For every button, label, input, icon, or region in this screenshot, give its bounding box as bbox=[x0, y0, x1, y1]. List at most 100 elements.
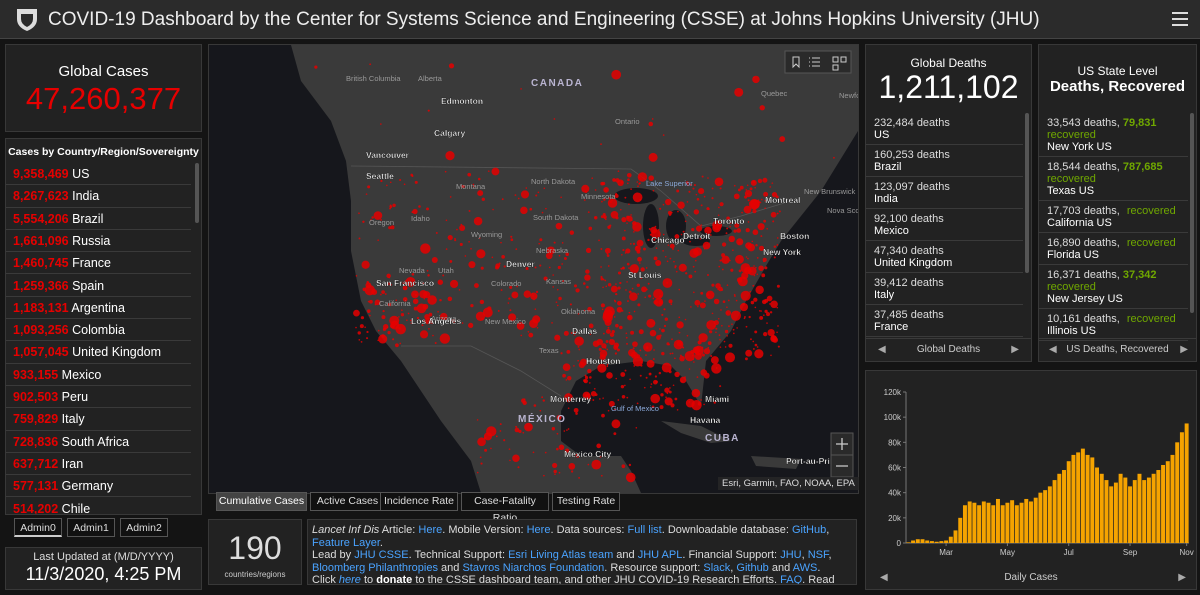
country-row[interactable]: 1,460,745 France bbox=[6, 252, 191, 275]
case-dot bbox=[456, 228, 458, 231]
case-dot bbox=[641, 286, 647, 293]
info-link[interactable]: Full list bbox=[627, 524, 662, 536]
next-arrow[interactable]: ▶ bbox=[1011, 344, 1019, 355]
map-tab[interactable]: Cumulative Cases bbox=[216, 492, 307, 511]
info-link[interactable]: Esri Living Atlas team bbox=[508, 549, 614, 561]
us-row[interactable]: 17,703 deaths, recovered California US bbox=[1039, 201, 1188, 233]
country-row[interactable]: 1,093,256 Colombia bbox=[6, 319, 191, 342]
admin-tab[interactable]: Admin1 bbox=[67, 518, 115, 537]
country-row[interactable]: 1,661,096 Russia bbox=[6, 230, 191, 253]
death-row[interactable]: 160,253 deaths Brazil bbox=[866, 145, 1023, 177]
us-row[interactable]: 10,161 deaths, recovered Illinois US bbox=[1039, 309, 1188, 341]
country-row[interactable]: 9,358,469 US bbox=[6, 163, 191, 186]
prev-arrow[interactable]: ◀ bbox=[1049, 344, 1057, 355]
case-dot bbox=[609, 200, 612, 204]
country-row[interactable]: 1,057,045 United Kingdom bbox=[6, 341, 191, 364]
info-link[interactable]: GitHub bbox=[792, 524, 827, 536]
info-link[interactable]: Github bbox=[736, 561, 769, 574]
case-dot bbox=[419, 330, 429, 339]
death-row[interactable]: 39,412 deaths Italy bbox=[866, 273, 1023, 305]
info-link[interactable]: FAQ bbox=[780, 574, 803, 585]
country-row[interactable]: 514,202 Chile bbox=[6, 498, 191, 515]
prev-arrow[interactable]: ◀ bbox=[880, 572, 888, 583]
case-dot bbox=[614, 300, 617, 303]
case-dot bbox=[702, 241, 711, 250]
admin-tab[interactable]: Admin2 bbox=[120, 518, 168, 537]
country-row[interactable]: 1,183,131 Argentina bbox=[6, 297, 191, 320]
case-dot bbox=[621, 236, 626, 241]
case-dot bbox=[619, 208, 622, 211]
case-dot bbox=[657, 228, 660, 231]
case-dot bbox=[772, 220, 775, 223]
case-dot bbox=[520, 206, 528, 215]
info-link[interactable]: AWS bbox=[792, 561, 818, 574]
case-dot bbox=[662, 278, 673, 288]
info-link[interactable]: Here bbox=[418, 524, 443, 536]
info-link[interactable]: here bbox=[338, 574, 361, 585]
info-link[interactable]: Stavros Niarchos Foundation bbox=[462, 561, 605, 574]
info-link[interactable]: Feature Layer bbox=[312, 536, 380, 549]
country-row[interactable]: 1,259,366 Spain bbox=[6, 275, 191, 297]
info-link[interactable]: Slack bbox=[703, 561, 731, 574]
next-arrow[interactable]: ▶ bbox=[1178, 572, 1186, 583]
info-link[interactable]: Here bbox=[526, 524, 551, 536]
info-link[interactable]: JHU APL bbox=[637, 549, 683, 561]
prev-arrow[interactable]: ◀ bbox=[878, 344, 886, 355]
case-dot bbox=[674, 234, 680, 239]
case-dot bbox=[738, 269, 742, 273]
death-row[interactable]: 37,485 deaths France bbox=[866, 305, 1023, 337]
case-dot bbox=[678, 288, 681, 291]
country-row[interactable]: 728,836 South Africa bbox=[6, 431, 191, 453]
case-dot bbox=[746, 193, 749, 195]
case-dot bbox=[647, 238, 650, 242]
case-dot bbox=[587, 368, 592, 374]
scrollbar[interactable] bbox=[195, 163, 199, 223]
country-row[interactable]: 577,131 Germany bbox=[6, 475, 191, 498]
scrollbar[interactable] bbox=[1190, 113, 1194, 313]
scrollbar[interactable] bbox=[1025, 113, 1029, 273]
case-dot bbox=[555, 222, 563, 230]
info-link[interactable]: JHU CSSE bbox=[354, 549, 409, 561]
death-row[interactable]: 232,484 deaths US bbox=[866, 113, 1023, 145]
map[interactable]: British Columbia Alberta CANADA Edmonton Cal… bbox=[208, 44, 859, 494]
country-row[interactable]: 637,712 Iran bbox=[6, 453, 191, 476]
map-label: Monterrey bbox=[550, 394, 591, 404]
case-dot bbox=[566, 398, 571, 403]
case-dot bbox=[499, 423, 502, 426]
y-tick-label: 100k bbox=[884, 413, 902, 422]
death-row[interactable]: 47,340 deaths United Kingdom bbox=[866, 241, 1023, 273]
case-dot bbox=[605, 339, 609, 343]
case-dot bbox=[604, 279, 607, 282]
island bbox=[751, 456, 801, 469]
us-row[interactable]: 16,371 deaths, 37,342 recovered New Jersey… bbox=[1039, 265, 1188, 309]
case-dot bbox=[364, 284, 375, 296]
admin-tab[interactable]: Admin0 bbox=[14, 518, 62, 537]
country-row[interactable]: 902,503 Peru bbox=[6, 386, 191, 409]
death-row[interactable]: 92,100 deaths Mexico bbox=[866, 209, 1023, 241]
us-row[interactable]: 18,544 deaths, 787,685 recovered Texas US bbox=[1039, 157, 1188, 201]
death-row[interactable]: 123,097 deaths India bbox=[866, 177, 1023, 209]
case-dot bbox=[652, 358, 655, 360]
info-link[interactable]: JHU bbox=[780, 549, 802, 561]
info-link[interactable]: NSF bbox=[807, 549, 829, 561]
country-row[interactable]: 5,554,206 Brazil bbox=[6, 208, 191, 230]
country-row[interactable]: 933,155 Mexico bbox=[6, 364, 191, 386]
case-dot bbox=[677, 249, 680, 252]
case-dot bbox=[677, 201, 685, 209]
menu-button[interactable] bbox=[1170, 11, 1190, 27]
map-tab[interactable]: Active Cases bbox=[310, 492, 385, 511]
bar bbox=[1123, 477, 1128, 543]
map-tab[interactable]: Testing Rate bbox=[552, 492, 620, 511]
us-row[interactable]: 33,543 deaths, 79,831 recovered New York U… bbox=[1039, 113, 1188, 157]
info-link[interactable]: Bloomberg Philanthropies bbox=[312, 561, 438, 574]
map-tab[interactable]: Case-Fatality Ratio bbox=[461, 492, 549, 524]
country-row[interactable]: 8,267,623 India bbox=[6, 185, 191, 208]
case-dot bbox=[384, 293, 387, 295]
map-label: New Brunswick bbox=[804, 187, 856, 196]
case-dot bbox=[538, 242, 541, 245]
map-tab[interactable]: Incidence Rate bbox=[380, 492, 458, 511]
case-dot bbox=[685, 272, 688, 275]
us-row[interactable]: 16,890 deaths, recovered Florida US bbox=[1039, 233, 1188, 265]
next-arrow[interactable]: ▶ bbox=[1180, 344, 1188, 355]
country-row[interactable]: 759,829 Italy bbox=[6, 408, 191, 431]
